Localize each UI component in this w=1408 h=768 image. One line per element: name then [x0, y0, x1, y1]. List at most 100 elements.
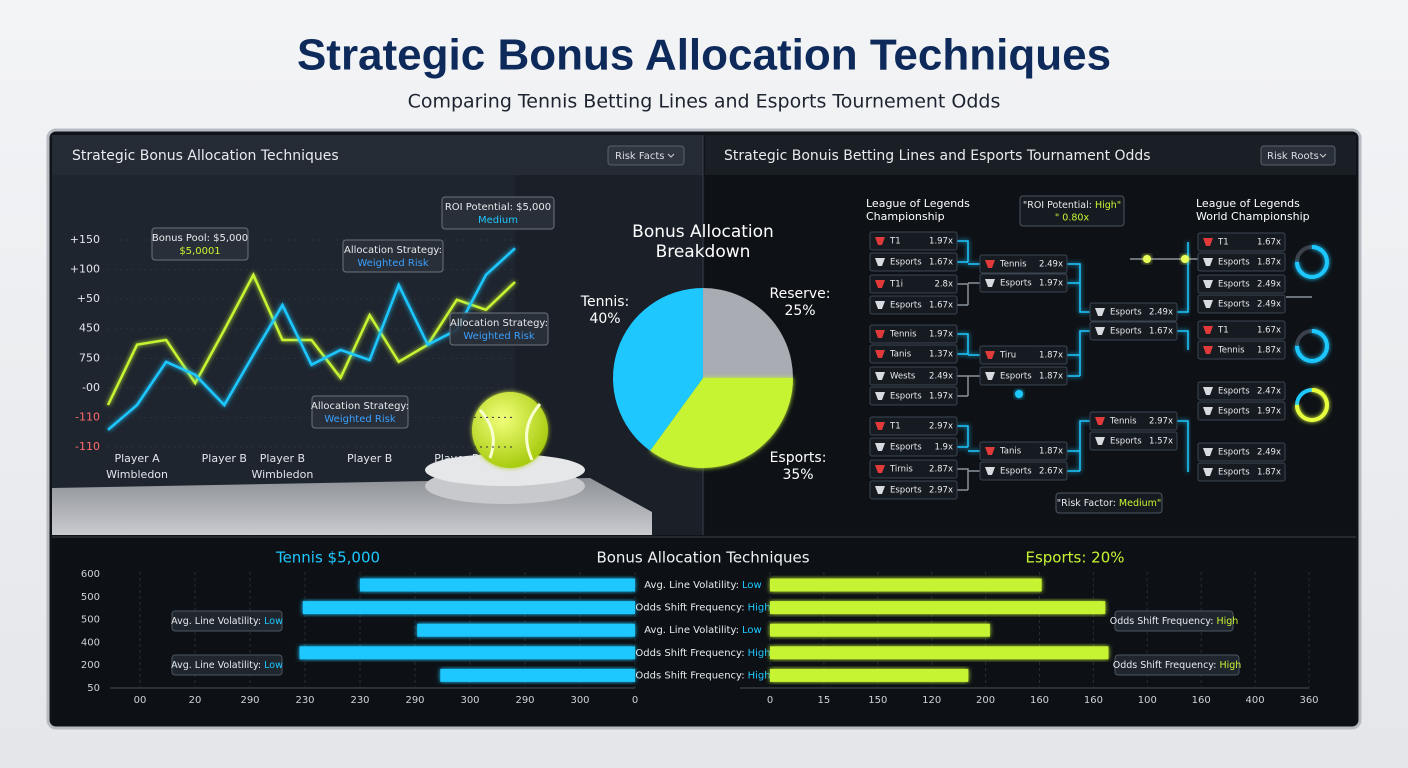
team-name: Esports — [1218, 258, 1250, 268]
match-box — [1197, 340, 1286, 360]
team-name: Esports — [1110, 327, 1142, 337]
dropdown-arrow — [1319, 153, 1327, 158]
bracket-header: League of Legends World Championship — [1196, 197, 1310, 224]
match-box — [979, 254, 1068, 274]
team-odds: 1.87x — [1039, 447, 1063, 457]
y-tick-label: 200 — [81, 660, 100, 671]
team-icon — [875, 330, 885, 338]
callout-level: High" — [1095, 200, 1121, 211]
node-dot — [1181, 255, 1189, 263]
match-box — [869, 459, 958, 479]
callout-text: $5,0001 — [179, 246, 220, 257]
dropdown[interactable] — [1260, 145, 1336, 166]
x-tick-label: 300 — [570, 695, 589, 706]
team-odds: 2.87x — [929, 465, 953, 475]
team-odds: 1.67x — [1257, 238, 1281, 248]
connector — [1067, 263, 1090, 313]
callout-text: "ROI Potential: High" — [1023, 200, 1121, 211]
panel-header — [705, 135, 1356, 175]
category-label: Avg. Line Volatility: Low — [644, 580, 761, 591]
x-tick-label: 290 — [515, 695, 534, 706]
team-odds: 1.87x — [1039, 372, 1063, 382]
tennis-ball — [472, 392, 548, 468]
team-odds: 1.67x — [929, 258, 953, 268]
x-tick-label: 0 — [767, 695, 773, 706]
x-tick-label: Player B — [260, 452, 305, 465]
callout-text: Odds Shift Frequency: High — [1110, 616, 1239, 627]
callout-label: Avg. Line Volatility: — [171, 616, 261, 627]
callout-text: Medium — [478, 215, 518, 226]
callout — [1055, 492, 1163, 514]
slice-value: 40% — [589, 311, 620, 327]
x-tick-label: 20 — [189, 695, 202, 706]
team-name: Tiru — [999, 351, 1016, 361]
dropdown-label[interactable]: Risk Facts — [615, 151, 665, 162]
x-tick-label: Player A — [114, 452, 160, 465]
x-tick-label: 230 — [295, 695, 314, 706]
x-tick-label: 00 — [134, 695, 147, 706]
team-name: Esports — [1218, 407, 1250, 417]
team-name: T1 — [889, 237, 901, 247]
category-text: Avg. Line Volatility: — [644, 580, 739, 591]
x-tick-note: Wimbledon — [106, 468, 168, 481]
match-box — [1089, 411, 1178, 431]
team-name: Esports — [890, 486, 922, 496]
team-odds: 1.97x — [1257, 407, 1281, 417]
line-series — [107, 247, 516, 431]
match-box — [1197, 252, 1286, 272]
category-level: Low — [742, 625, 762, 636]
y-tick-label: +50 — [77, 292, 100, 305]
connector — [957, 375, 980, 397]
callout-text: Allocation Strategy: — [344, 245, 442, 256]
page-subtitle: Comparing Tennis Betting Lines and Espor… — [408, 91, 1001, 113]
x-tick-label: 290 — [240, 695, 259, 706]
team-name: Esports — [1110, 308, 1142, 318]
ring-arc — [1295, 245, 1329, 279]
callout-text: "Risk Factor: Medium" — [1057, 498, 1162, 509]
callout-label: Odds Shift Frequency: — [1113, 660, 1217, 671]
dropdown-label[interactable]: Risk Roots — [1267, 151, 1319, 162]
match-box — [1197, 274, 1286, 294]
team-icon — [1095, 417, 1105, 425]
x-tick-label: 120 — [922, 695, 941, 706]
callout — [171, 654, 283, 676]
team-name: Esports — [1000, 372, 1032, 382]
callout — [342, 239, 444, 273]
match-box — [869, 366, 958, 386]
team-icon — [985, 467, 995, 475]
team-odds: 2.97x — [1149, 417, 1173, 427]
bar — [440, 668, 635, 682]
node-dot — [1143, 255, 1151, 263]
bar — [770, 578, 1042, 592]
callout-label: "Risk Factor: — [1057, 498, 1116, 509]
category-label: Odds Shift Frequency: High — [635, 603, 770, 614]
match-box — [979, 273, 1068, 293]
slice-label: Tennis: — [580, 294, 629, 310]
pie-title: Bonus Allocation Breakdown — [632, 222, 774, 263]
bar — [770, 623, 990, 637]
team-icon — [1203, 300, 1213, 308]
x-tick-label: 100 — [1138, 695, 1157, 706]
team-odds: 2.49x — [929, 372, 953, 382]
pie-slice — [703, 288, 793, 378]
callout-level: High — [1216, 616, 1238, 627]
dropdown[interactable] — [607, 145, 685, 166]
team-icon — [875, 350, 885, 358]
team-name: Tennis — [889, 330, 917, 340]
x-tick-label: Player B — [434, 452, 479, 465]
team-icon — [875, 392, 885, 400]
callout-text: ROI Potential: $5,000 — [445, 202, 551, 213]
team-icon — [1095, 327, 1105, 335]
match-box — [1089, 302, 1178, 322]
team-icon — [985, 279, 995, 287]
bar — [299, 646, 635, 660]
y-tick-label: 600 — [81, 569, 100, 580]
bar — [770, 646, 1109, 660]
match-box — [1197, 320, 1286, 340]
team-icon — [1095, 437, 1105, 445]
ring-arc — [1295, 329, 1329, 363]
match-box — [869, 324, 958, 344]
team-icon — [1095, 308, 1105, 316]
callout — [171, 610, 283, 632]
category-level: High — [748, 670, 771, 681]
